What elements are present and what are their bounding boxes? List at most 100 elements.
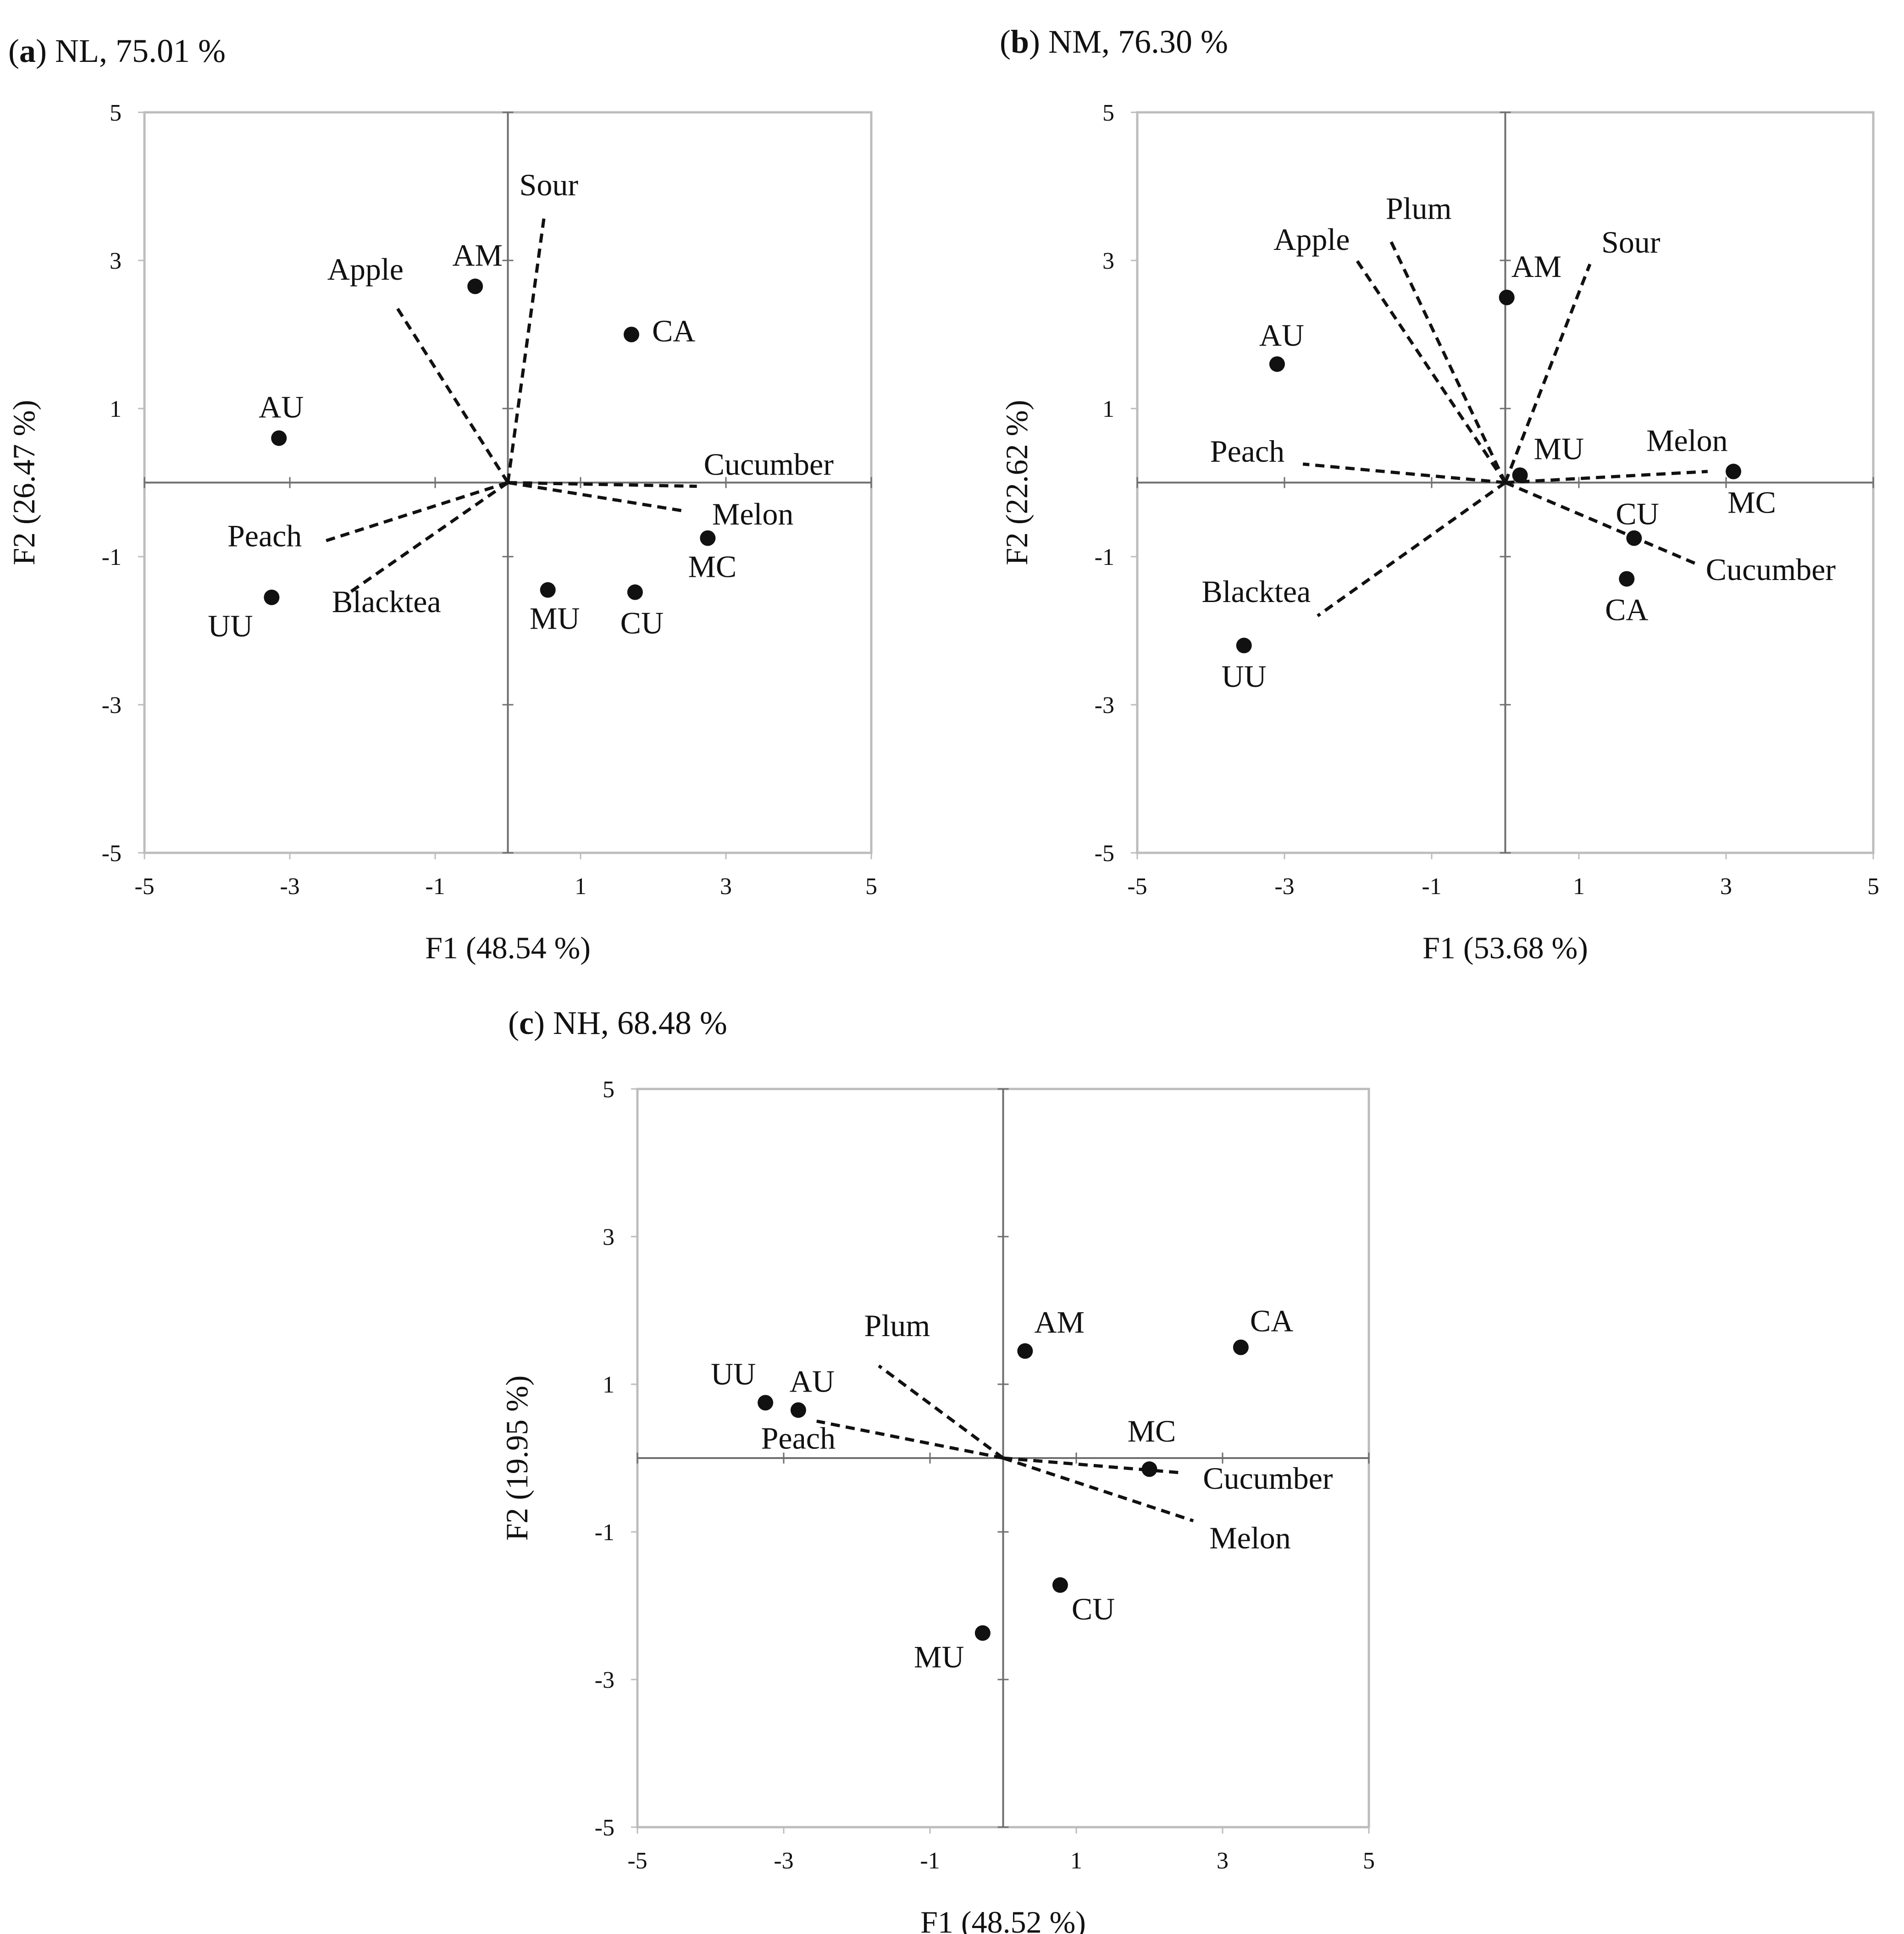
y-tick-label: 5 xyxy=(1102,100,1114,126)
x-tick-label: -3 xyxy=(280,873,299,900)
y-tick-label: 3 xyxy=(603,1224,614,1250)
y-tick-label: 5 xyxy=(110,100,122,126)
vector-label: Apple xyxy=(1273,222,1350,257)
loading-vector-peach xyxy=(322,481,509,544)
y-tick-label: -1 xyxy=(1095,544,1114,570)
point-label: AM xyxy=(1034,1305,1085,1340)
vector-label: Peach xyxy=(227,519,302,553)
data-point-au xyxy=(1269,356,1285,372)
data-point-mu xyxy=(540,582,556,598)
panel-a: (a) NL, 75.01 % -5 -3 -1 1 3 5 -5 -3 -1 1 3 5 F1 (48.… xyxy=(6,33,877,965)
x-tick-label: -1 xyxy=(920,1848,940,1874)
y-tick-label: 5 xyxy=(603,1077,614,1103)
y-tick-label: -3 xyxy=(102,692,122,718)
panel-b: (b) NM, 76.30 % -5 -3 -1 1 3 5 -5 -3 -1 1 3 5 F1 (53.… xyxy=(999,23,1879,965)
vector-label: Blacktea xyxy=(332,584,441,619)
loading-vector-sour xyxy=(1504,263,1592,483)
data-point-cu xyxy=(1626,530,1642,546)
vector-label: Peach xyxy=(1210,434,1284,469)
data-point-ca xyxy=(1619,571,1635,587)
x-axis-label: F1 (53.68 %) xyxy=(1422,930,1588,965)
point-label: MU xyxy=(914,1640,964,1674)
x-tick-label: -1 xyxy=(425,873,445,900)
x-tick-label: 1 xyxy=(575,873,587,900)
vector-label: Apple xyxy=(327,252,404,287)
point-label: CU xyxy=(1072,1591,1115,1626)
data-point-mc xyxy=(1141,1461,1157,1477)
point-label: MC xyxy=(1727,485,1776,519)
data-point-cu xyxy=(1052,1577,1068,1593)
point-label: AU xyxy=(790,1364,835,1398)
x-tick-label: 5 xyxy=(1867,873,1879,900)
point-label: UU xyxy=(1222,659,1267,694)
y-tick-label: -5 xyxy=(102,840,122,867)
data-point-am xyxy=(467,278,483,294)
data-point-cu xyxy=(627,584,643,600)
loading-vector-peach xyxy=(1302,462,1505,484)
x-tick-label: 3 xyxy=(1720,873,1732,900)
point-label: AM xyxy=(452,238,503,273)
data-point-au xyxy=(271,430,287,446)
loading-vector-blacktea xyxy=(347,481,509,595)
data-point-am xyxy=(1499,289,1515,305)
x-tick-label: 1 xyxy=(1573,873,1585,900)
y-tick-label: 1 xyxy=(603,1372,614,1398)
vector-label: Plum xyxy=(1386,191,1452,226)
point-label: CA xyxy=(1605,592,1648,627)
panel-title: (b) NM, 76.30 % xyxy=(1000,23,1228,60)
x-tick-label: 3 xyxy=(1217,1848,1229,1874)
panel-c: (c) NH, 68.48 % -5 -3 -1 1 3 5 -5 -3 -1 1 3 5 F1 (48.… xyxy=(499,1005,1375,1934)
x-tick-label: -3 xyxy=(1274,873,1294,900)
vector-label: Melon xyxy=(1646,423,1728,458)
vector-label: Sour xyxy=(520,167,579,202)
x-tick-label: -5 xyxy=(1127,873,1147,900)
data-point-mu xyxy=(1512,467,1528,483)
y-tick-label: -3 xyxy=(1095,692,1114,718)
x-tick-label: -5 xyxy=(134,873,154,900)
data-point-uu xyxy=(264,589,280,605)
data-point-mu xyxy=(974,1625,991,1641)
loading-vector-cucumber xyxy=(508,481,697,488)
y-axis-label: F2 (22.62 %) xyxy=(999,400,1034,565)
x-tick-label: 5 xyxy=(865,873,877,900)
panel-letter: b xyxy=(1011,23,1029,60)
loading-vector-peach xyxy=(816,1420,1004,1460)
point-label: AU xyxy=(259,390,304,425)
point-label: MC xyxy=(688,549,736,584)
point-label: MU xyxy=(530,601,580,636)
panel-title-text: ) NM, 76.30 % xyxy=(1029,23,1228,60)
point-label: UU xyxy=(711,1356,756,1391)
data-point-au xyxy=(790,1402,806,1418)
y-tick-label: -1 xyxy=(102,544,122,570)
x-tick-label: 3 xyxy=(720,873,732,900)
vector-label: Sour xyxy=(1601,225,1660,260)
data-point-uu xyxy=(758,1395,774,1411)
point-label: AU xyxy=(1259,318,1304,353)
vector-label: Cucumber xyxy=(704,447,834,482)
vector-label: Melon xyxy=(712,497,794,531)
vector-label: Blacktea xyxy=(1201,574,1311,609)
point-label: CA xyxy=(652,314,695,348)
panel-letter: c xyxy=(519,1005,534,1041)
y-tick-label: -3 xyxy=(595,1667,614,1693)
loading-vector-cucumber xyxy=(1505,481,1698,566)
y-tick-label: 1 xyxy=(1102,396,1114,422)
panel-letter: a xyxy=(19,33,36,69)
x-tick-label: 1 xyxy=(1070,1848,1082,1874)
data-point-uu xyxy=(1236,637,1252,653)
point-label: UU xyxy=(208,608,253,643)
y-tick-label: 3 xyxy=(1102,248,1114,274)
loading-vector-blacktea xyxy=(1317,481,1506,618)
vector-label: Cucumber xyxy=(1203,1461,1333,1496)
data-point-am xyxy=(1017,1343,1033,1359)
point-label: CU xyxy=(620,606,664,641)
loading-vector-apple xyxy=(393,304,509,484)
x-axis-label: F1 (48.54 %) xyxy=(425,930,591,965)
data-point-mc xyxy=(700,530,716,546)
panel-title-text: ) NL, 75.01 % xyxy=(36,33,226,69)
x-tick-label: 5 xyxy=(1363,1848,1375,1874)
point-label: AM xyxy=(1511,249,1562,284)
y-tick-label: -5 xyxy=(595,1815,614,1841)
x-axis-label: F1 (48.52 %) xyxy=(920,1905,1086,1934)
